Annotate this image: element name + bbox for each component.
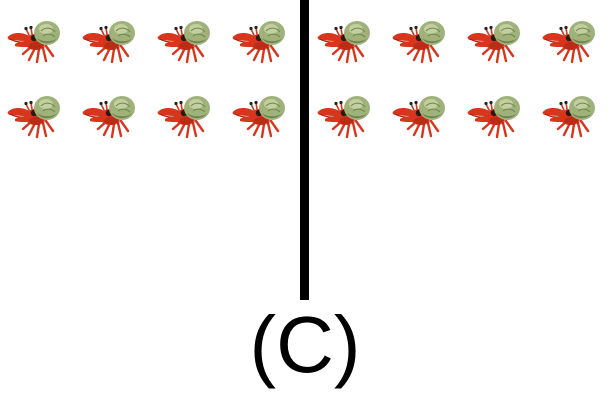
- hermit-crab-icon: [465, 93, 525, 141]
- hermit-crab-icon: [230, 18, 290, 66]
- hermit-crab-icon: [155, 93, 215, 141]
- hermit-crab-icon: [390, 93, 450, 141]
- hermit-crab-icon: [5, 18, 65, 66]
- hermit-crab-icon: [80, 93, 140, 141]
- hermit-crab-icon: [80, 18, 140, 66]
- hermit-crab-icon: [315, 18, 375, 66]
- divider-line: [300, 0, 309, 300]
- hermit-crab-icon: [540, 93, 600, 141]
- hermit-crab-icon: [230, 93, 290, 141]
- hermit-crab-icon: [5, 93, 65, 141]
- hermit-crab-icon: [540, 18, 600, 66]
- hermit-crab-icon: [465, 18, 525, 66]
- hermit-crab-icon: [390, 18, 450, 66]
- hermit-crab-icon: [315, 93, 375, 141]
- option-label: (C): [249, 300, 361, 389]
- hermit-crab-icon: [155, 18, 215, 66]
